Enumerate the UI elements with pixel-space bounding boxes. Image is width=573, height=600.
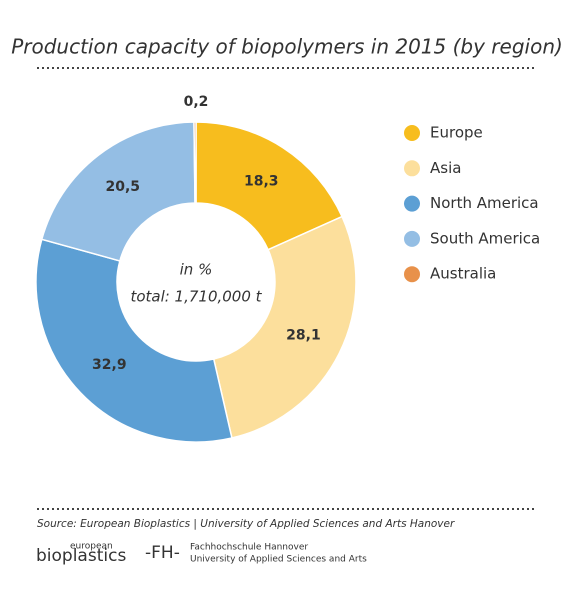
legend-label: Australia: [430, 265, 496, 283]
logo-text: bioplastics: [36, 546, 126, 566]
legend-swatch: [404, 230, 420, 247]
logo-text: european: [70, 542, 113, 552]
legend-label: Asia: [430, 159, 461, 177]
logo-text: University of Applied Sciences and Arts: [190, 555, 367, 565]
value-label: 20,5: [105, 179, 140, 195]
slice: [193, 121, 197, 204]
slice: [40, 121, 196, 262]
legend-swatch: [404, 266, 420, 283]
slice: [35, 238, 233, 443]
value-label: 32,9: [92, 357, 127, 373]
legend-label: Europe: [430, 124, 483, 142]
legend-swatch: [404, 160, 420, 177]
logo-text: Fachhochschule Hannover: [190, 543, 308, 553]
legend-label: South America: [430, 229, 540, 247]
value-label: 28,1: [286, 327, 321, 343]
center-label: total: 1,710,000 t: [130, 288, 262, 306]
legend-label: North America: [430, 194, 539, 212]
legend-swatch: [404, 125, 420, 141]
chart-title: Production capacity of biopolymers in 20…: [11, 35, 563, 59]
source: Source: European Bioplastics | Universit…: [37, 518, 455, 530]
legend-swatch: [404, 195, 420, 212]
value-label: 18,3: [244, 173, 279, 189]
logo-text: -FH-: [145, 543, 180, 563]
center-label: in %: [180, 261, 213, 279]
value-label: 0,2: [184, 94, 209, 110]
slice: [212, 215, 357, 439]
slice: [195, 121, 344, 251]
